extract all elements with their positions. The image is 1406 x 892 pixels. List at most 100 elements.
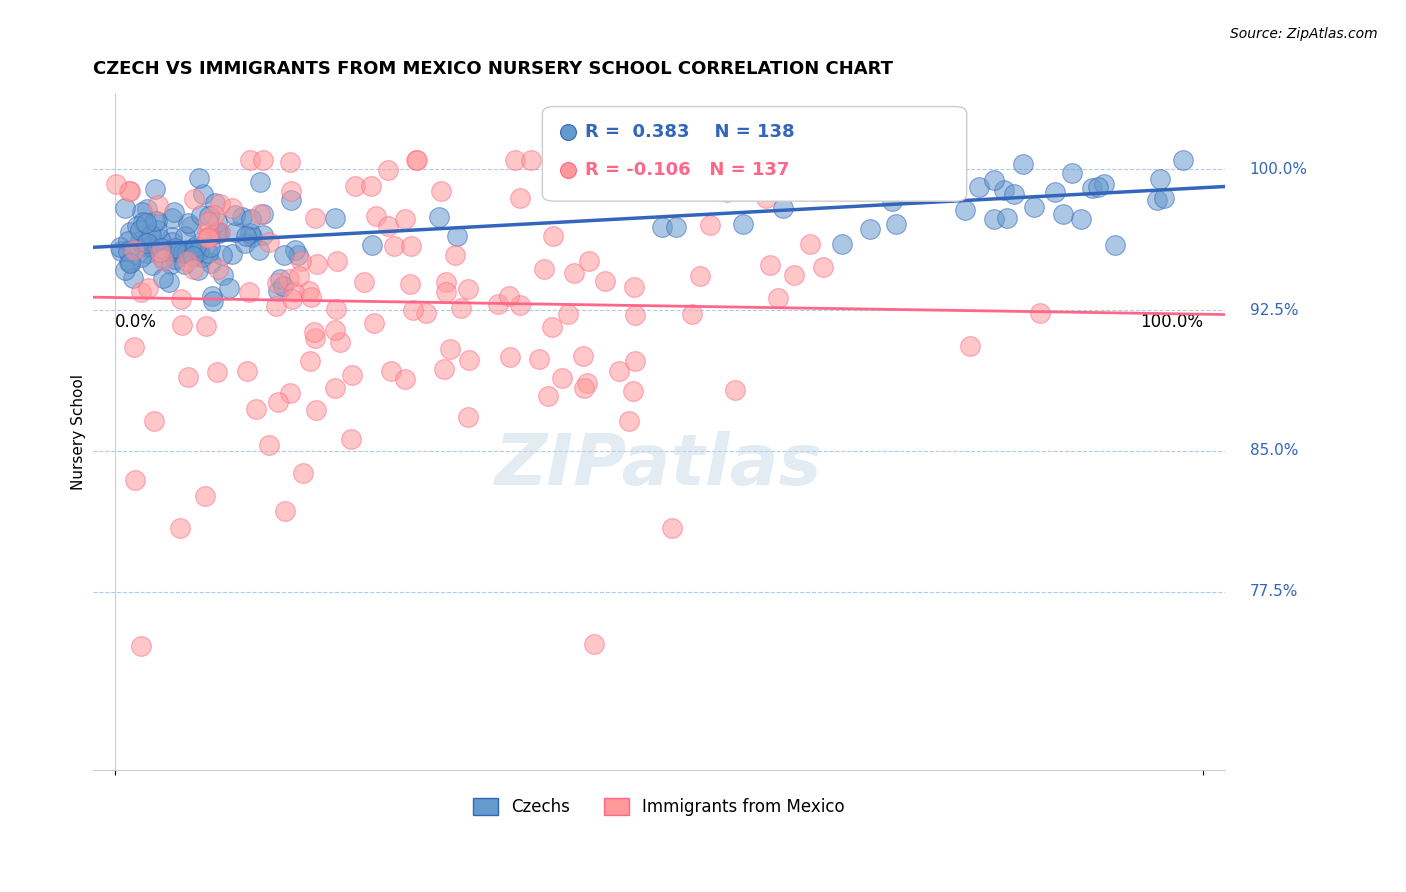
Point bbox=[224, 208, 246, 222]
Point bbox=[108, 240, 131, 254]
Point bbox=[169, 293, 191, 307]
Point bbox=[583, 637, 606, 651]
Point bbox=[207, 225, 229, 239]
Point bbox=[160, 235, 183, 249]
Point bbox=[953, 203, 976, 218]
Point bbox=[665, 220, 688, 235]
Point bbox=[429, 184, 451, 198]
Point bbox=[145, 182, 167, 196]
Point bbox=[124, 473, 146, 487]
Point bbox=[898, 178, 921, 192]
Point bbox=[290, 253, 312, 268]
Text: 100.0%: 100.0% bbox=[1250, 162, 1308, 177]
Point bbox=[194, 318, 217, 333]
Point bbox=[305, 403, 328, 417]
Point bbox=[152, 270, 174, 285]
Point bbox=[1087, 180, 1109, 194]
Point bbox=[486, 297, 509, 311]
Point bbox=[1153, 191, 1175, 205]
Legend: Czechs, Immigrants from Mexico: Czechs, Immigrants from Mexico bbox=[467, 791, 852, 822]
Point bbox=[252, 228, 274, 243]
Point bbox=[120, 184, 142, 198]
Point bbox=[249, 175, 271, 189]
Point bbox=[785, 180, 807, 194]
Point bbox=[224, 225, 246, 239]
Point bbox=[280, 193, 302, 207]
Point bbox=[105, 177, 128, 191]
Point bbox=[716, 186, 738, 200]
Point bbox=[194, 489, 217, 503]
Point bbox=[136, 245, 159, 260]
Point bbox=[377, 219, 399, 234]
Point bbox=[1052, 207, 1074, 221]
Point bbox=[983, 212, 1005, 227]
Point bbox=[571, 349, 593, 363]
Point bbox=[1104, 238, 1126, 252]
Point bbox=[181, 261, 204, 276]
Point bbox=[211, 248, 233, 262]
Point bbox=[114, 262, 136, 277]
Point bbox=[176, 370, 198, 384]
Point bbox=[887, 174, 910, 188]
Point bbox=[236, 364, 259, 378]
Point bbox=[118, 225, 141, 239]
Point bbox=[117, 244, 139, 258]
Point bbox=[176, 253, 198, 268]
Point bbox=[353, 275, 375, 289]
Text: 85.0%: 85.0% bbox=[1250, 443, 1298, 458]
Point bbox=[540, 320, 562, 334]
Point bbox=[136, 202, 159, 216]
Point bbox=[221, 202, 243, 216]
Point bbox=[128, 223, 150, 237]
Point bbox=[280, 184, 302, 198]
Point bbox=[148, 198, 170, 212]
Point bbox=[427, 210, 450, 224]
Point bbox=[239, 226, 262, 240]
Point bbox=[239, 153, 262, 167]
Point bbox=[401, 303, 423, 318]
Point bbox=[266, 276, 288, 290]
Point bbox=[143, 414, 166, 428]
Point bbox=[202, 209, 225, 223]
Point bbox=[578, 253, 600, 268]
Point bbox=[117, 235, 139, 249]
Point bbox=[703, 178, 725, 193]
Point bbox=[245, 402, 267, 417]
Point bbox=[959, 339, 981, 353]
Point bbox=[145, 214, 167, 228]
Point bbox=[681, 307, 703, 321]
FancyBboxPatch shape bbox=[543, 106, 967, 202]
Point bbox=[1011, 156, 1033, 170]
Point bbox=[561, 266, 583, 280]
Point bbox=[200, 256, 222, 270]
Point bbox=[118, 255, 141, 269]
Point bbox=[233, 236, 256, 251]
Point bbox=[363, 316, 385, 330]
Point bbox=[382, 239, 405, 253]
Point bbox=[572, 381, 595, 395]
Text: 77.5%: 77.5% bbox=[1250, 584, 1298, 599]
Point bbox=[433, 362, 456, 376]
Point bbox=[579, 153, 602, 167]
Point bbox=[699, 218, 721, 232]
Point bbox=[1022, 200, 1045, 214]
Point bbox=[156, 244, 179, 258]
Point bbox=[967, 180, 990, 194]
Point bbox=[1028, 306, 1050, 320]
Point bbox=[273, 248, 295, 262]
Point bbox=[193, 186, 215, 201]
Point bbox=[439, 342, 461, 356]
Point bbox=[124, 243, 146, 257]
Point bbox=[377, 163, 399, 178]
Point bbox=[304, 211, 326, 225]
Point bbox=[527, 351, 550, 366]
Point bbox=[280, 292, 302, 306]
Point bbox=[138, 240, 160, 254]
Point bbox=[131, 285, 153, 299]
Point bbox=[811, 260, 834, 274]
Point bbox=[561, 373, 583, 387]
Point bbox=[755, 191, 778, 205]
Point bbox=[201, 293, 224, 308]
Point bbox=[187, 170, 209, 185]
Point bbox=[360, 178, 382, 193]
